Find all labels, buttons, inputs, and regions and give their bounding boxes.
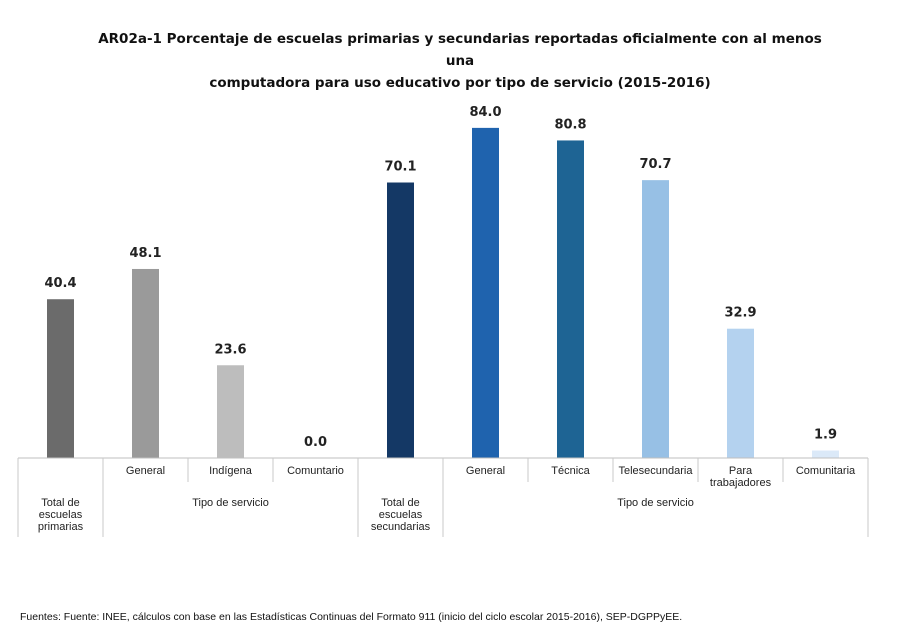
bar-7 [557,140,584,458]
bar-10 [812,450,839,458]
value-label-3: 23.6 [214,342,246,357]
bar-6 [472,127,499,458]
value-label-7: 80.8 [554,117,586,132]
value-label-10: 1.9 [814,428,837,443]
x-tick-label-1: Total de escuelas primarias [38,497,84,533]
x-tick-label-2: General [126,465,165,477]
source-note: Fuentes: Fuente: INEE, cálculos con base… [20,611,683,623]
x-tick-label-5: Total de escuelas secundarias [371,497,431,533]
value-label-6: 84.0 [469,105,501,120]
x-tick-label-8: Telesecundaria [619,465,694,477]
bar-8 [642,180,669,459]
x-tick-label-6: General [466,465,505,477]
value-label-2: 48.1 [129,246,161,261]
value-label-5: 70.1 [384,160,416,175]
bar-9 [727,328,754,458]
group-label-2: Tipo de servicio [617,497,694,509]
bar-chart: 40.4 48.1 23.6 0.0 70.1 84.0 80.8 70.7 32.9 1.9 To… [17,105,869,537]
x-tick-label-7: Técnica [551,465,590,477]
bar-5 [387,182,414,458]
x-tick-label-4: Comuntario [287,465,344,477]
bar-2 [132,268,159,458]
chart-title-line2: computadora para uso educativo por tipo … [209,75,711,91]
chart-title-line1: AR02a-1 Porcentaje de escuelas primarias… [98,31,822,69]
chart-title: AR02a-1 Porcentaje de escuelas primarias… [90,28,830,94]
bar-1 [47,299,74,458]
bar-3 [217,365,244,458]
value-label-8: 70.7 [639,157,671,172]
value-label-9: 32.9 [724,306,756,321]
group-label-1: Tipo de servicio [192,497,269,509]
x-tick-label-3: Indígena [209,465,253,477]
value-label-1: 40.4 [44,276,76,291]
value-label-4: 0.0 [304,435,327,450]
x-tick-label-10: Comunitaria [796,465,856,477]
x-tick-label-9: Para trabajadores [710,465,772,489]
